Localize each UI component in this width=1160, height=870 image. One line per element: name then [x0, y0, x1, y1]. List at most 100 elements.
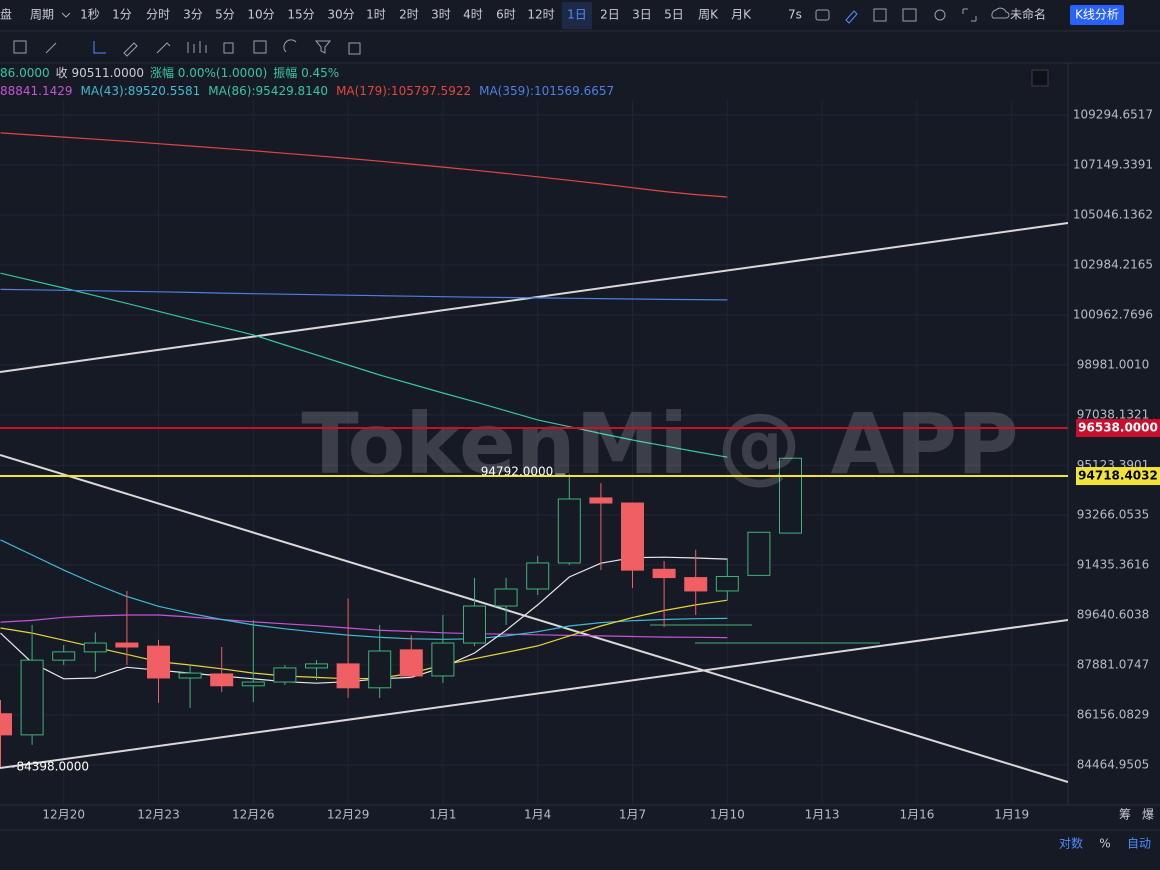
candle-body: [652, 568, 676, 579]
percent-button[interactable]: %: [1099, 837, 1110, 851]
candle-body: [210, 673, 234, 687]
info-line: 86.0000 收 90511.0000 涨幅 0.00%(1.0000) 振幅 0.…: [0, 65, 339, 80]
ma-line: [0, 132, 728, 198]
footer-icon[interactable]: 爆: [1142, 808, 1154, 822]
period-button[interactable]: 1秒: [80, 8, 100, 22]
ma-line: [0, 288, 728, 301]
y-tick-label: 91435.3616: [1077, 558, 1150, 572]
x-tick-label: 1月13: [805, 808, 840, 822]
candle-body: [684, 577, 708, 592]
candle-body: [52, 651, 76, 661]
candle-body: [747, 531, 771, 576]
analysis-button-label[interactable]: K线分析: [1075, 8, 1119, 22]
y-tick-label: 89640.6038: [1077, 608, 1150, 622]
ma-line: [0, 556, 728, 684]
legend-entry: MA(359):101569.6657: [479, 84, 614, 98]
candle-body: [715, 575, 739, 592]
y-tick-label: 97038.1321: [1077, 408, 1150, 422]
period-button[interactable]: 15分: [287, 8, 314, 22]
layout-name[interactable]: 未命名: [1010, 7, 1046, 22]
candle-body: [463, 605, 486, 644]
trend-line: [0, 454, 1068, 783]
toolbar-icons: [815, 7, 1010, 24]
x-tick-label: 1月1: [429, 808, 456, 822]
analysis-button[interactable]: [1070, 5, 1124, 25]
candle-body: [589, 497, 613, 504]
period-button[interactable]: 2日: [600, 8, 620, 22]
log-button[interactable]: 对数: [1059, 836, 1083, 851]
legend-entry: 涨幅 0.00%(1.0000): [150, 65, 267, 80]
candle-body: [20, 659, 44, 736]
period-button[interactable]: 5日: [664, 8, 684, 22]
period-button[interactable]: 分时: [146, 8, 170, 22]
y-tick-label: 87881.0747: [1077, 658, 1150, 672]
candle-body: [431, 642, 455, 677]
ma-line: [0, 614, 728, 639]
x-tick-label: 1月16: [899, 808, 934, 822]
candle-body: [178, 672, 202, 679]
candle-body: [0, 713, 12, 736]
legend-entry: MA(43):89520.5581: [81, 84, 201, 98]
footer-icon[interactable]: 筹: [1119, 808, 1131, 822]
period-button[interactable]: 周K: [698, 8, 719, 22]
price-tag: [1076, 467, 1160, 486]
y-tick-label: 102984.2165: [1073, 258, 1153, 272]
legend-entry: 振幅 0.45%: [273, 65, 339, 80]
collapse-button[interactable]: [1031, 69, 1049, 87]
y-tick-label: 93266.0535: [1077, 508, 1150, 522]
legend-entry: 86.0000: [0, 66, 50, 80]
period-button[interactable]: 12时: [527, 8, 554, 22]
x-tick-label: 12月23: [137, 808, 180, 822]
auto-button[interactable]: 自动: [1127, 837, 1151, 851]
candle-body: [115, 642, 139, 648]
legend: 88841.1429 MA(43):89520.5581 MA(86):95429.…: [0, 84, 614, 98]
annotation: 94792.0000: [481, 465, 554, 479]
period-button[interactable]: 1日: [567, 8, 587, 22]
period-button[interactable]: 30分: [327, 8, 354, 22]
active-period-bg: [562, 2, 592, 29]
y-tick-label: 109294.6517: [1073, 108, 1153, 122]
period-button[interactable]: 1分: [112, 8, 132, 22]
period-button[interactable]: 6时: [496, 8, 516, 22]
price-tag-label: 94718.4032: [1078, 469, 1158, 483]
ma-line: [0, 539, 728, 640]
price-tag-label: 96538.0000: [1078, 421, 1158, 435]
period-button[interactable]: 3时: [431, 8, 451, 22]
candle-body: [621, 502, 644, 571]
candle-body: [368, 650, 392, 689]
candle-body: [494, 588, 518, 607]
period-button[interactable]: 3日: [632, 8, 652, 22]
period-button[interactable]: 3分: [183, 8, 203, 22]
period-button[interactable]: 月K: [731, 8, 752, 22]
x-tick-label: 12月20: [42, 808, 85, 822]
period-button[interactable]: 2时: [399, 8, 419, 22]
period-button[interactable]: 1时: [366, 8, 386, 22]
refresh-rate[interactable]: 7s: [788, 8, 802, 22]
period-button[interactable]: 10分: [247, 8, 274, 22]
candle-body: [526, 562, 550, 590]
price-tag: [1076, 419, 1160, 438]
y-tick-label: 98981.0010: [1077, 358, 1150, 372]
legend-entry: 收 90511.0000: [56, 66, 144, 80]
period-button[interactable]: 4时: [463, 8, 483, 22]
watermark: TokenMi @ APP: [301, 395, 1018, 493]
period-menu[interactable]: 周期: [30, 8, 54, 22]
x-tick-label: 1月10: [710, 808, 745, 822]
x-tick-label: 12月26: [232, 808, 275, 822]
legend-entry: MA(179):105797.5922: [336, 84, 471, 98]
candle-body: [83, 642, 107, 653]
toolbar-label[interactable]: 盘: [0, 7, 12, 22]
ma-line: [0, 599, 728, 680]
period-button[interactable]: 5分: [215, 8, 235, 22]
y-tick-label: 105046.1362: [1073, 208, 1153, 222]
annotation: 84398.0000: [17, 760, 90, 774]
y-tick-label: 107149.3391: [1073, 158, 1153, 172]
legend-entry: MA(86):95429.8140: [208, 84, 328, 98]
legend-entry: 88841.1429: [0, 84, 73, 98]
candle-body: [305, 663, 328, 669]
trend-line: [0, 619, 1068, 769]
drawing-toolbar: [13, 39, 361, 57]
